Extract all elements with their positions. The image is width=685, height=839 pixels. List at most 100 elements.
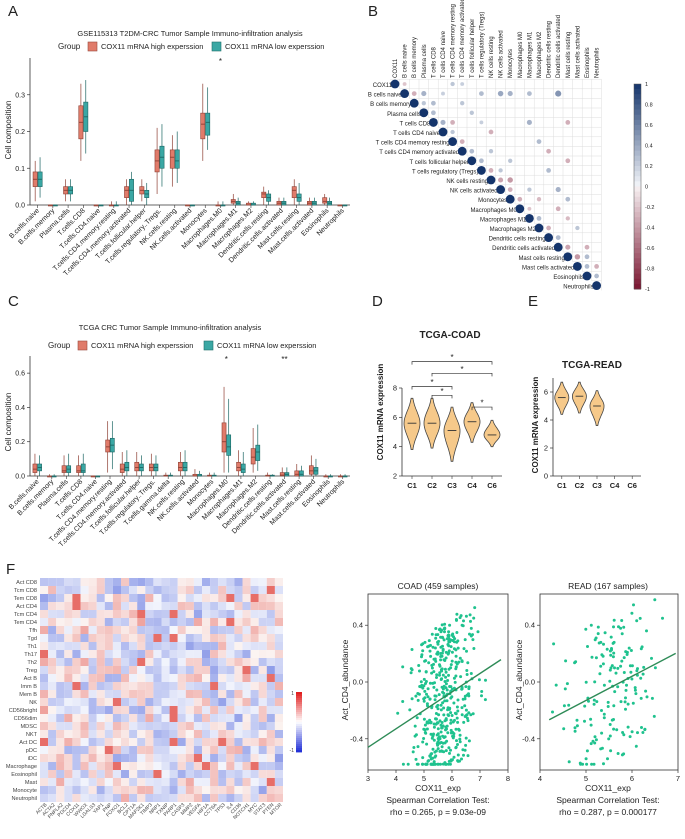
coad-point <box>426 687 430 691</box>
heatmap-row-label: Th1 <box>27 644 37 650</box>
heatmap-cell <box>40 754 49 762</box>
heatmap-cell <box>185 586 194 594</box>
heatmap-cell <box>129 714 138 722</box>
heatmap-cell <box>234 674 243 682</box>
heatmap-cell <box>64 658 73 666</box>
coad-point <box>449 685 453 689</box>
heatmap-cell <box>137 578 146 586</box>
heatmap-cell <box>72 714 81 722</box>
read-point <box>599 664 603 668</box>
matrix-cell-dot <box>507 91 513 97</box>
colorbar-segment <box>634 119 641 126</box>
heatmap-cell <box>177 738 186 746</box>
heatmap-cell <box>177 770 186 778</box>
heatmap-cell <box>96 706 105 714</box>
heatmap-cell <box>112 722 121 730</box>
heatmap-cell <box>210 706 219 714</box>
read-point <box>594 656 598 660</box>
coad-point <box>446 679 450 682</box>
coad-point <box>476 630 480 634</box>
coad-point <box>462 619 465 623</box>
panel-a-legend-low: COX11 mRNA low experssion <box>225 42 324 51</box>
heatmap-cell <box>88 754 97 762</box>
heatmap-cell <box>242 682 251 690</box>
coad-point <box>442 638 446 642</box>
panel-e-y-tick-label: 4 <box>544 416 548 425</box>
heatmap-cell <box>56 594 65 602</box>
heatmap-cell <box>274 754 283 762</box>
colorbar-segment <box>634 232 641 239</box>
heatmap-cell <box>145 746 154 754</box>
panel-d-y-label: COX11 mRNA expression <box>376 364 385 461</box>
panel-c-significance: ** <box>281 355 287 364</box>
heatmap-cell <box>72 722 81 730</box>
read-x-label: COX11_exp <box>585 783 631 793</box>
heatmap-cell <box>242 746 251 754</box>
read-point <box>608 679 612 683</box>
heatmap-cell <box>48 746 57 754</box>
heatmap-cell <box>145 738 154 746</box>
heatmap-cell <box>72 626 81 634</box>
read-point <box>616 685 620 689</box>
matrix-row-label: Mast cells activated <box>522 265 574 271</box>
heatmap-cell <box>218 594 227 602</box>
coad-point <box>437 713 441 717</box>
read-point <box>567 703 571 707</box>
heatmap-cell <box>185 690 194 698</box>
read-point <box>596 632 600 636</box>
heatmap-cell <box>64 730 73 738</box>
heatmap-cell <box>88 642 97 650</box>
panel-e-violin <box>571 381 587 414</box>
heatmap-cell <box>177 626 186 634</box>
coad-point <box>468 613 472 617</box>
panel-a-legend-title: Group <box>58 42 81 51</box>
coad-point <box>453 711 457 715</box>
read-point <box>629 670 633 674</box>
coad-point <box>420 655 423 659</box>
heatmap-cell <box>266 674 275 682</box>
heatmap-cell <box>234 738 243 746</box>
coad-point <box>428 718 432 722</box>
heatmap-cell <box>210 722 219 730</box>
read-point <box>552 642 556 646</box>
heatmap-cell <box>145 762 154 770</box>
heatmap-cell <box>88 666 97 674</box>
heatmap-cell <box>218 642 227 650</box>
heatmap-cell <box>234 722 243 730</box>
coad-point <box>443 699 447 703</box>
heatmap-cell <box>40 618 49 626</box>
heatmap-colorbar-segment <box>296 744 302 747</box>
heatmap-cell <box>185 602 194 610</box>
heatmap-cell <box>274 666 283 674</box>
heatmap-cell <box>104 650 113 658</box>
heatmap-cell <box>266 786 275 794</box>
heatmap-cell <box>48 650 57 658</box>
heatmap-cell <box>161 730 170 738</box>
heatmap-cell <box>48 738 57 746</box>
coad-point <box>456 720 460 724</box>
coad-point <box>446 652 450 656</box>
heatmap-cell <box>202 714 211 722</box>
heatmap-cell <box>169 722 178 730</box>
heatmap-cell <box>274 650 283 658</box>
heatmap-cell <box>218 650 227 658</box>
heatmap-cell <box>274 610 283 618</box>
heatmap-cell <box>210 746 219 754</box>
matrix-cell-dot <box>594 264 599 269</box>
heatmap-cell <box>161 746 170 754</box>
read-point <box>602 762 605 766</box>
coad-point <box>435 742 439 746</box>
heatmap-cell <box>234 602 243 610</box>
read-point <box>630 730 634 734</box>
read-point <box>619 664 623 668</box>
heatmap-cell <box>258 586 267 594</box>
coad-point <box>447 640 451 644</box>
coad-point <box>441 687 445 691</box>
coad-point <box>464 743 468 747</box>
matrix-cell-dot <box>498 168 503 173</box>
heatmap-cell <box>185 794 194 802</box>
coad-point <box>449 731 453 735</box>
heatmap-cell <box>210 682 219 690</box>
heatmap-cell <box>64 794 73 802</box>
heatmap-row-label: MDSC <box>21 724 37 730</box>
